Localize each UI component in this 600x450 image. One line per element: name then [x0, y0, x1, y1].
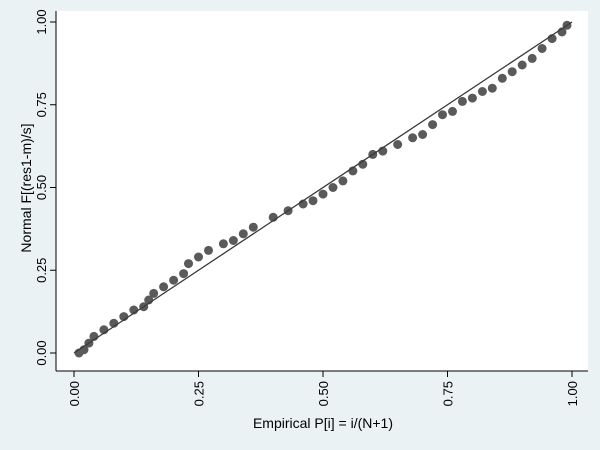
data-point [408, 133, 418, 143]
x-tick-label: 0.50 [316, 381, 331, 406]
data-point [318, 189, 328, 199]
data-point [517, 60, 527, 70]
x-tick-label: 0.00 [67, 381, 82, 406]
data-point [438, 110, 447, 120]
y-tick-label: 1.00 [34, 9, 49, 34]
data-point [194, 252, 203, 262]
data-point [228, 236, 238, 245]
data-point [204, 245, 213, 255]
data-point [537, 44, 547, 53]
x-axis-title: Empirical P[i] = i/(N+1) [253, 415, 393, 431]
data-point [179, 269, 189, 279]
y-tick-label: 0.50 [34, 175, 49, 200]
data-point [418, 130, 428, 139]
data-point [169, 275, 179, 285]
data-point [149, 288, 159, 298]
data-point [218, 239, 228, 249]
y-axis-title: Normal F[(res1-m)/s] [18, 123, 34, 252]
data-point [487, 83, 497, 93]
data-point [248, 222, 258, 232]
data-point [338, 176, 348, 186]
data-point [428, 120, 438, 130]
data-point [457, 96, 467, 106]
data-point [328, 183, 338, 192]
data-point [507, 67, 517, 77]
data-point [238, 229, 248, 239]
x-tick-label: 0.75 [441, 381, 456, 406]
data-point [497, 73, 507, 83]
y-tick-label: 0.00 [34, 340, 49, 365]
data-point [467, 93, 477, 103]
data-point [527, 53, 537, 63]
reference-line [73, 21, 573, 354]
data-point [159, 282, 169, 292]
axes: 0.00 0.25 0.50 0.75 1.00 0.00 0.25 0.50 0.75 1.00 [34, 9, 588, 406]
y-tick-label: 0.25 [34, 258, 49, 283]
x-tick-label: 1.00 [565, 381, 580, 406]
data-point [477, 87, 487, 96]
data-point [184, 259, 193, 269]
data-point [308, 196, 318, 206]
data-point [393, 140, 403, 149]
x-tick-label: 0.25 [192, 381, 207, 406]
data-point [448, 106, 457, 116]
y-tick-label: 0.75 [34, 92, 49, 117]
